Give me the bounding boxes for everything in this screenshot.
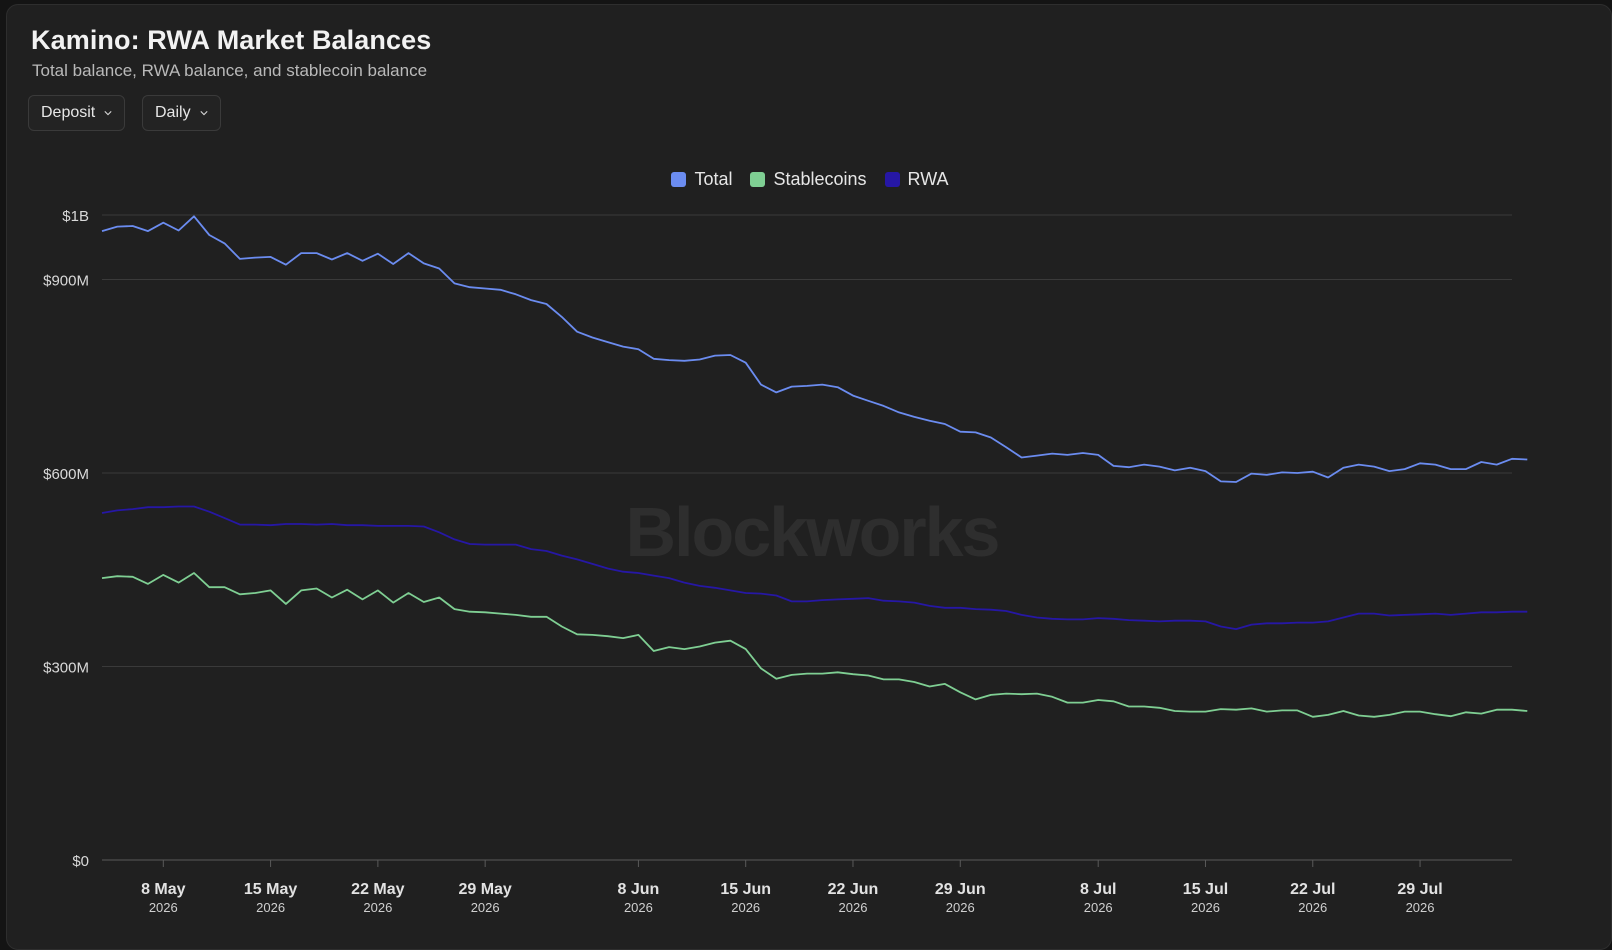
interval-dropdown-label: Daily <box>155 104 191 121</box>
x-tick-year-label: 2026 <box>839 900 868 915</box>
chart-legend: Total Stablecoins RWA <box>7 169 1611 190</box>
x-tick-year-label: 2026 <box>624 900 653 915</box>
page-title: Kamino: RWA Market Balances <box>31 25 432 55</box>
x-tick-label: 29 Jul <box>1397 881 1442 898</box>
x-tick-year-label: 2026 <box>363 900 392 915</box>
x-tick-year-label: 2026 <box>1191 900 1220 915</box>
chart-card: Kamino: RWA Market Balances Total balanc… <box>6 4 1612 950</box>
y-tick-label: $900M <box>43 273 89 290</box>
x-tick-year-label: 2026 <box>731 900 760 915</box>
legend-swatch <box>671 172 687 187</box>
y-tick-label: $300M <box>43 660 89 677</box>
legend-item-stablecoins[interactable]: Stablecoins <box>750 169 867 190</box>
y-tick-label: $0 <box>72 853 89 870</box>
x-tick-year-label: 2026 <box>1084 900 1113 915</box>
x-tick-label: 22 Jul <box>1290 881 1335 898</box>
metric-dropdown-label: Deposit <box>41 104 96 121</box>
x-tick-label: 8 Jul <box>1080 881 1116 898</box>
page-subtitle: Total balance, RWA balance, and stableco… <box>32 61 428 80</box>
chevron-down-icon <box>104 111 112 116</box>
legend-label: RWA <box>907 169 949 189</box>
y-tick-label: $600M <box>43 466 89 483</box>
x-tick-year-label: 2026 <box>149 900 178 915</box>
x-tick-label: 22 Jun <box>828 881 879 898</box>
metric-dropdown[interactable]: Deposit <box>28 95 126 131</box>
x-tick-label: 8 May <box>141 881 186 898</box>
series-line-total <box>101 215 1528 483</box>
line-chart: Blockworks $0 $300M $600M $900M $1B 8 May 2026 1… <box>43 208 1528 915</box>
x-tick-label: 29 Jun <box>935 881 986 898</box>
series-line-stablecoins <box>101 572 1528 718</box>
legend-swatch <box>884 172 900 187</box>
x-tick-year-label: 2026 <box>256 900 285 915</box>
x-tick-year-label: 2026 <box>471 900 500 915</box>
chevron-down-icon <box>199 111 208 116</box>
x-tick-year-label: 2026 <box>1406 900 1435 915</box>
watermark-logo: Blockworks <box>626 493 999 571</box>
legend-item-rwa[interactable]: RWA <box>884 169 949 190</box>
x-tick-label: 22 May <box>351 881 404 898</box>
interval-dropdown[interactable]: Daily <box>142 95 221 131</box>
legend-label: Stablecoins <box>773 169 867 189</box>
x-tick-label: 15 Jul <box>1183 881 1228 898</box>
x-tick-year-label: 2026 <box>946 900 975 915</box>
x-tick-label: 29 May <box>458 881 511 898</box>
x-tick-label: 15 Jun <box>720 881 771 898</box>
series-line-rwa <box>101 505 1528 630</box>
x-tick-label: 8 Jun <box>618 881 660 898</box>
y-tick-label: $1B <box>62 208 89 225</box>
legend-swatch <box>750 172 766 187</box>
x-tick-year-label: 2026 <box>1298 900 1327 915</box>
legend-item-total[interactable]: Total <box>671 169 732 190</box>
x-tick-label: 15 May <box>244 881 297 898</box>
legend-label: Total <box>694 169 733 189</box>
